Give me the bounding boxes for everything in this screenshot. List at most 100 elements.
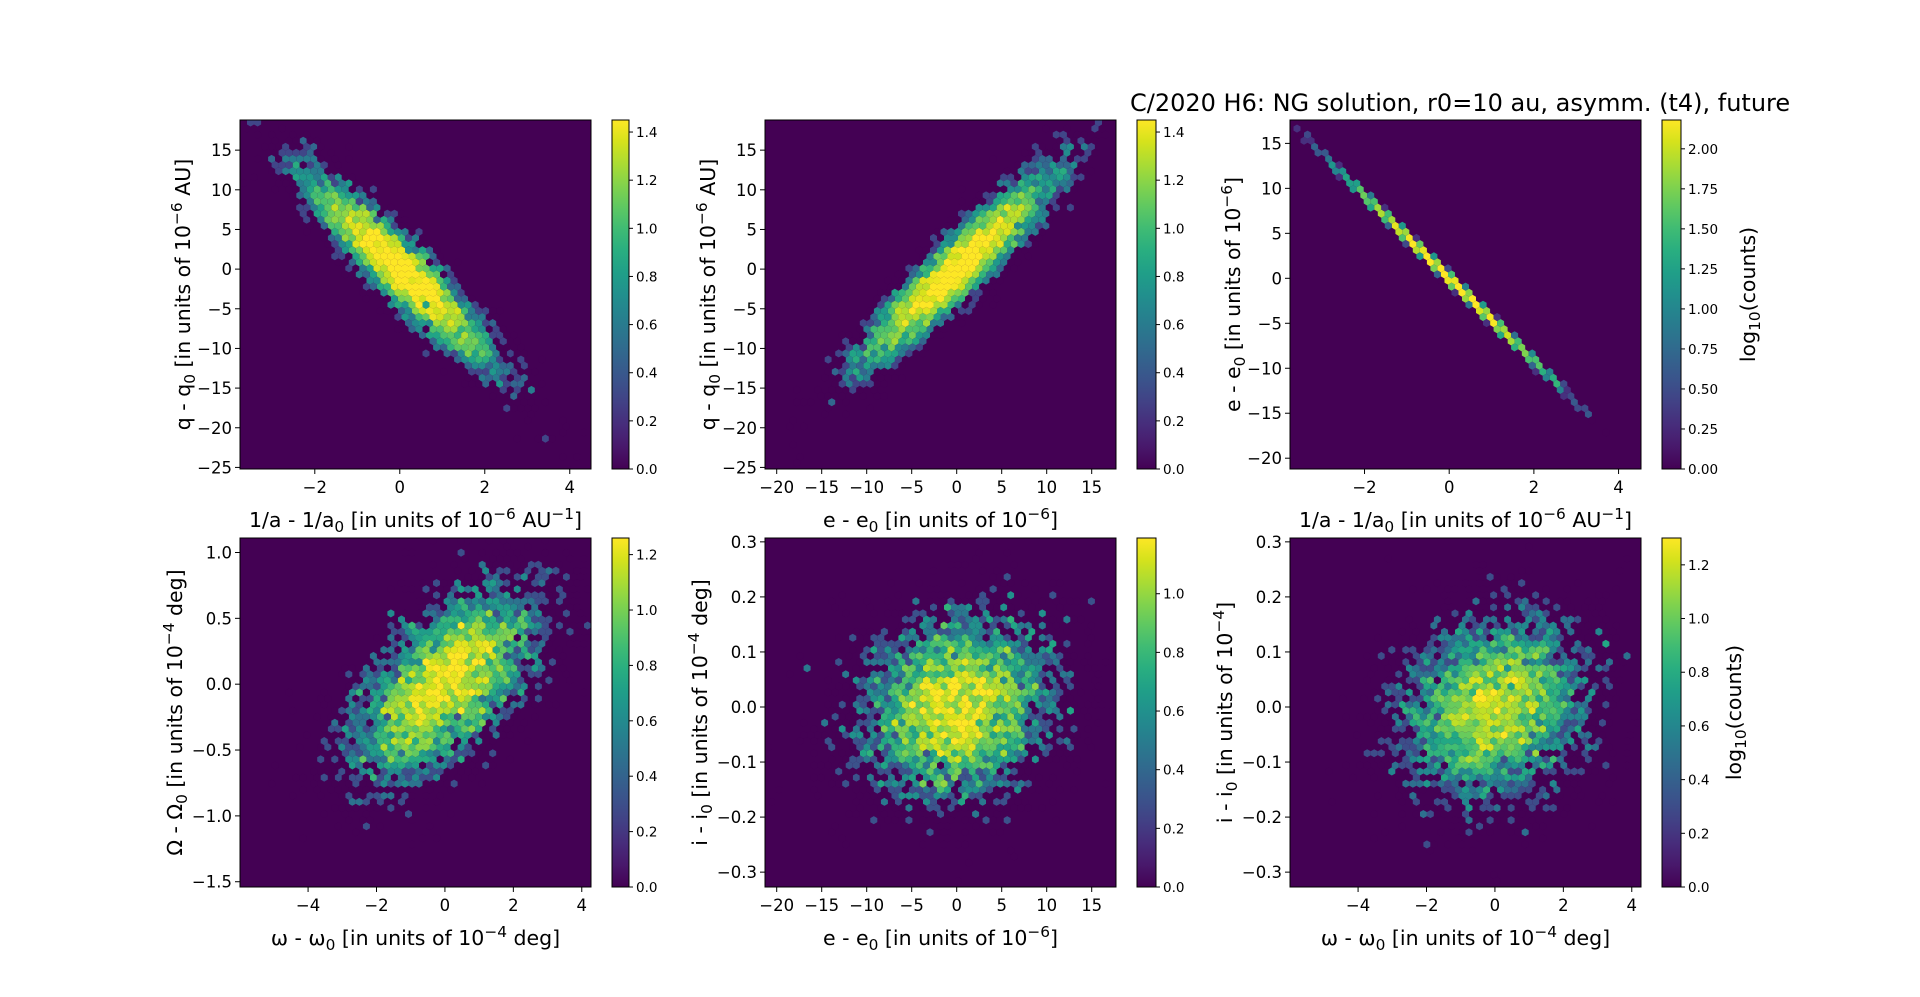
hexbin-cell xyxy=(894,749,902,758)
hexbin-cell xyxy=(401,548,409,557)
hexbin-cell xyxy=(1539,664,1547,673)
hexbin-cell xyxy=(1514,670,1522,679)
hexbin-cell xyxy=(898,694,906,703)
hexbin-cell xyxy=(390,615,398,624)
hexbin-cell xyxy=(919,694,927,703)
hexbin-cell xyxy=(429,743,437,752)
hexbin-cell xyxy=(324,743,332,752)
hexbin-cell xyxy=(1497,773,1505,782)
hexbin-cell xyxy=(303,191,311,200)
hexbin-cell xyxy=(352,215,360,224)
hexbin-cell xyxy=(877,791,885,800)
hexbin-cell xyxy=(1469,627,1476,636)
hexbin-cell xyxy=(993,676,1001,685)
hexbin-cell xyxy=(1028,603,1036,612)
hexbin-cell xyxy=(359,682,367,691)
hexbin-cell xyxy=(450,609,458,618)
hexbin-cell xyxy=(884,609,892,618)
hexbin-cell xyxy=(926,803,934,812)
hexbin-cell xyxy=(1402,227,1410,236)
hexbin-cell xyxy=(1398,700,1406,709)
hexbin-cell xyxy=(958,700,966,709)
hexbin-cell xyxy=(461,627,469,636)
hexbin-cell xyxy=(1052,203,1060,212)
hexbin-cell xyxy=(538,615,546,624)
hexbin-cell xyxy=(426,246,434,255)
hexbin-cell xyxy=(1045,682,1053,691)
hexbin-cell xyxy=(880,737,888,746)
hexbin-cell xyxy=(1360,694,1368,703)
hexbin-cell xyxy=(394,252,402,261)
hexbin-cell xyxy=(1021,209,1029,218)
hexbin-cell xyxy=(1014,591,1022,600)
hexbin-cell xyxy=(471,609,479,618)
hexbin-cell xyxy=(944,700,951,709)
hexbin-cell xyxy=(1416,779,1424,788)
hexbin-cell xyxy=(1511,603,1519,612)
hexbin-cell xyxy=(1486,645,1494,654)
hexbin-cell xyxy=(1455,688,1462,697)
hexbin-cell xyxy=(1511,761,1519,770)
hexbin-cell xyxy=(1077,615,1085,624)
hexbin-cell xyxy=(937,233,944,242)
hexbin-cell xyxy=(940,779,948,788)
hexbin-cell xyxy=(1300,136,1308,145)
hexbin-cell xyxy=(595,603,602,611)
hexbin-cell xyxy=(538,627,546,636)
hexbin-cell xyxy=(944,639,951,648)
panel-i-vs-e: −20 −15 −10 −5 0 5 10 150.30.20.10.0−0.1−0.2−0.… xyxy=(685,533,1184,954)
hexbin-cell xyxy=(296,179,304,188)
hexbin-cell xyxy=(884,670,892,679)
hexbin-cell xyxy=(859,331,867,340)
hexbin-cell xyxy=(919,731,927,740)
hexbin-cell xyxy=(1426,810,1434,819)
hexbin-cell xyxy=(394,767,402,776)
hexbin-cell xyxy=(1588,416,1596,425)
hexbin-cell xyxy=(954,755,962,764)
hexbin-cell xyxy=(387,288,395,297)
hexbin-cell xyxy=(376,246,384,255)
hexbin-cell xyxy=(933,645,941,654)
hexbin-cell xyxy=(1440,651,1448,660)
hexbin-cell xyxy=(1014,712,1022,721)
hexbin-cell xyxy=(930,810,937,819)
hexbin-cell xyxy=(1423,779,1431,788)
hexbin-cell xyxy=(1497,810,1505,819)
hexbin-cell xyxy=(552,579,560,588)
hexbin-cell xyxy=(933,755,941,764)
hexbin-cell xyxy=(429,670,437,679)
hexbin-cell xyxy=(961,240,969,249)
hexbin-cell xyxy=(1462,797,1469,806)
hexbin-cell xyxy=(1010,694,1018,703)
hexbin-cell xyxy=(1458,828,1466,837)
hexbin-cell xyxy=(1507,658,1515,667)
hexbin-cell xyxy=(331,203,339,212)
hexbin-cell xyxy=(369,712,377,721)
hexbin-cell xyxy=(979,627,987,636)
hexbin-cell xyxy=(464,585,472,594)
hexbin-cell xyxy=(499,658,507,667)
hexbin-cell xyxy=(1507,621,1515,630)
hexbin-cell xyxy=(327,785,335,794)
hexbin-cell xyxy=(965,615,973,624)
hexbin-cell xyxy=(503,404,511,413)
hexbin-cell xyxy=(517,603,525,612)
hexbin-cell xyxy=(1070,676,1078,685)
hexbin-cell xyxy=(433,797,441,806)
hexbin-cell xyxy=(954,609,962,618)
hexbin-cell xyxy=(334,197,342,206)
colorbar-tick-label: 1.00 xyxy=(1688,302,1718,318)
hexbin-cell xyxy=(1423,645,1431,654)
colorbar-tick-label: 0.2 xyxy=(1688,826,1709,842)
hexbin-cell xyxy=(1059,154,1067,163)
hexbin-cell xyxy=(852,749,860,758)
hexbin-cell xyxy=(303,130,311,139)
hexbin-cell xyxy=(1476,749,1483,758)
hexbin-cell xyxy=(499,325,507,334)
hexbin-cell xyxy=(415,767,423,776)
hexbin-cell xyxy=(1518,749,1526,758)
hexbin-cell xyxy=(1521,645,1529,654)
hexbin-cell xyxy=(1063,737,1071,746)
hexbin-cell xyxy=(1042,688,1050,697)
hexbin-cell xyxy=(454,591,462,600)
